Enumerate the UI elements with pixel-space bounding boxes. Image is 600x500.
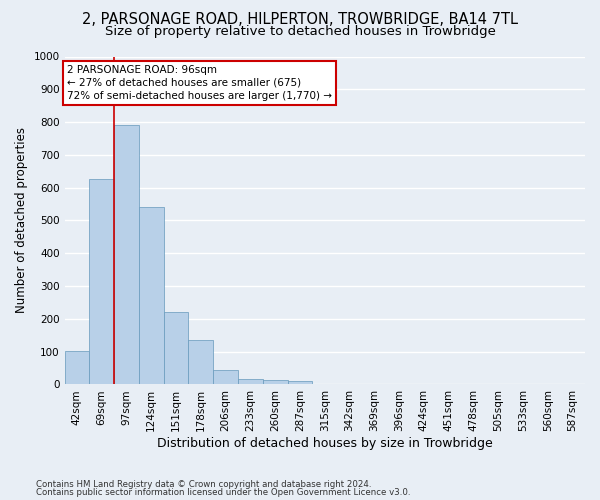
Text: Contains HM Land Registry data © Crown copyright and database right 2024.: Contains HM Land Registry data © Crown c… — [36, 480, 371, 489]
Bar — [263, 380, 287, 384]
X-axis label: Distribution of detached houses by size in Trowbridge: Distribution of detached houses by size … — [157, 437, 493, 450]
Bar — [139, 208, 164, 384]
Y-axis label: Number of detached properties: Number of detached properties — [15, 128, 28, 314]
Bar — [65, 350, 89, 384]
Bar — [238, 379, 263, 384]
Text: 2, PARSONAGE ROAD, HILPERTON, TROWBRIDGE, BA14 7TL: 2, PARSONAGE ROAD, HILPERTON, TROWBRIDGE… — [82, 12, 518, 28]
Bar — [213, 370, 238, 384]
Text: Contains public sector information licensed under the Open Government Licence v3: Contains public sector information licen… — [36, 488, 410, 497]
Bar — [188, 340, 213, 384]
Text: Size of property relative to detached houses in Trowbridge: Size of property relative to detached ho… — [104, 25, 496, 38]
Bar — [287, 381, 313, 384]
Bar — [89, 180, 114, 384]
Bar — [114, 126, 139, 384]
Text: 2 PARSONAGE ROAD: 96sqm
← 27% of detached houses are smaller (675)
72% of semi-d: 2 PARSONAGE ROAD: 96sqm ← 27% of detache… — [67, 64, 332, 101]
Bar — [164, 312, 188, 384]
